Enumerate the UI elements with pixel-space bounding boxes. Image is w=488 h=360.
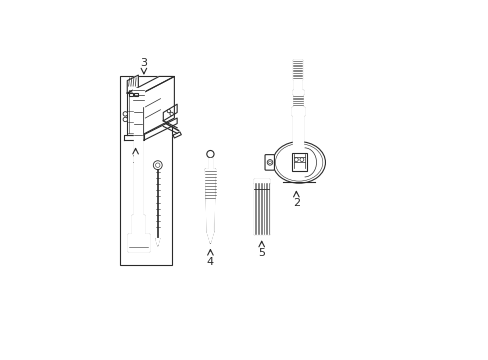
Polygon shape [134,105,142,215]
FancyBboxPatch shape [264,155,274,170]
Circle shape [167,109,170,113]
Circle shape [299,158,303,162]
Polygon shape [132,215,144,234]
Circle shape [294,158,298,162]
Polygon shape [253,183,269,234]
Polygon shape [208,158,212,169]
Polygon shape [291,107,303,115]
Polygon shape [173,132,181,138]
Circle shape [170,112,173,116]
Polygon shape [133,87,143,105]
Circle shape [267,159,272,165]
Bar [134,93,138,96]
Text: 5: 5 [258,248,264,258]
Polygon shape [124,135,143,140]
Polygon shape [293,94,301,107]
Polygon shape [127,234,148,251]
Polygon shape [205,169,215,232]
Polygon shape [253,179,269,183]
Polygon shape [163,104,177,121]
Polygon shape [127,93,142,135]
Text: 2: 2 [292,198,299,208]
Ellipse shape [275,144,322,181]
Circle shape [123,117,127,122]
Polygon shape [293,60,302,79]
Bar [129,93,133,96]
Polygon shape [127,75,138,93]
Polygon shape [207,232,213,243]
Circle shape [153,161,162,170]
Bar [120,76,171,265]
Polygon shape [127,76,174,93]
Circle shape [123,112,127,116]
Text: 3: 3 [140,58,147,68]
Polygon shape [293,79,301,96]
Polygon shape [292,115,302,152]
Circle shape [206,150,214,158]
Polygon shape [156,239,160,246]
Circle shape [155,163,160,167]
Circle shape [268,161,271,164]
Text: 1: 1 [132,156,139,166]
Polygon shape [142,76,174,135]
Polygon shape [143,118,177,140]
Bar [292,153,307,171]
Ellipse shape [272,141,325,183]
Polygon shape [292,90,302,94]
Text: 4: 4 [206,257,214,267]
